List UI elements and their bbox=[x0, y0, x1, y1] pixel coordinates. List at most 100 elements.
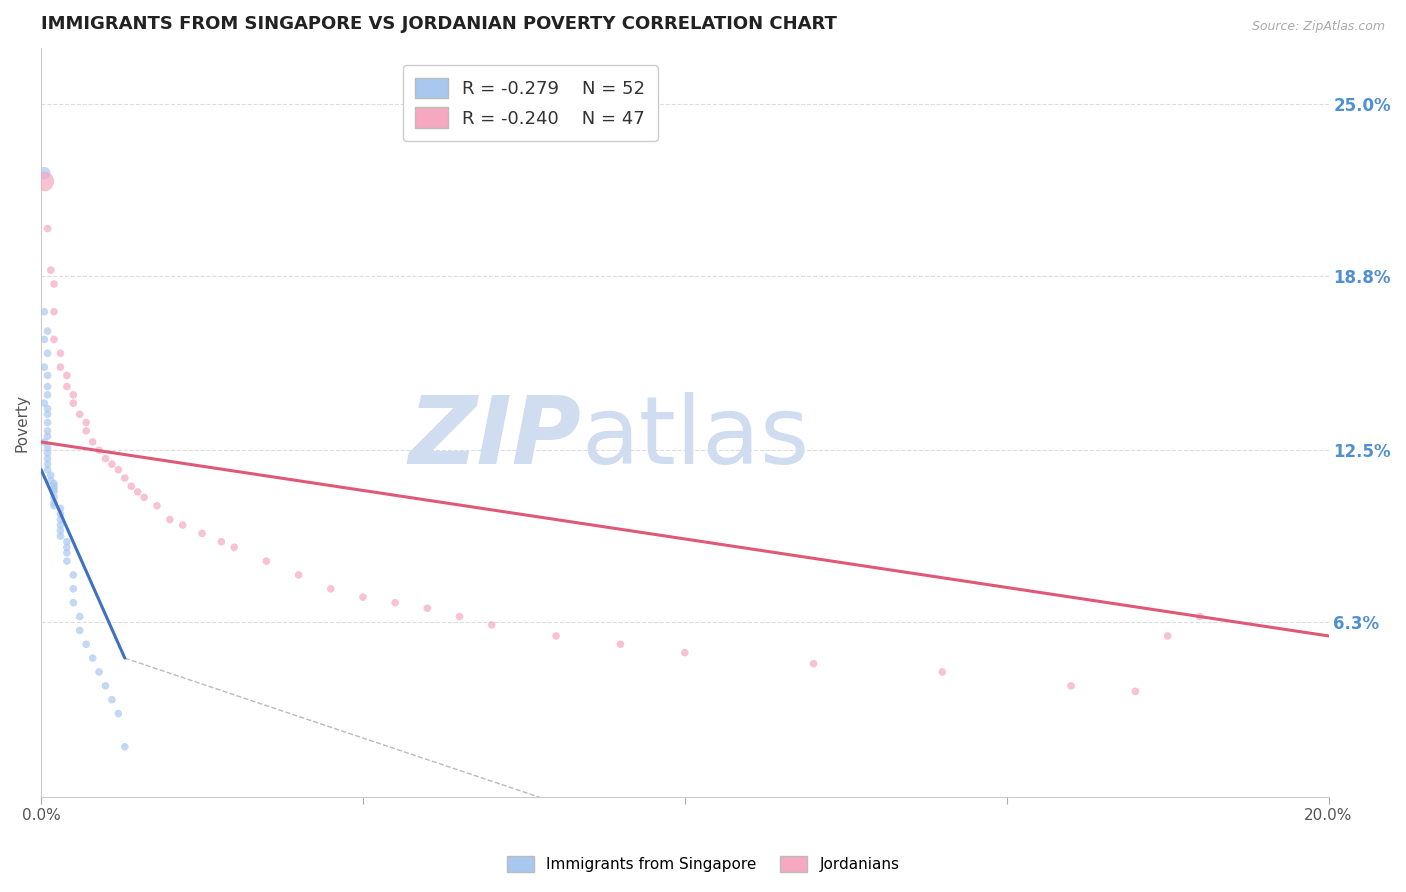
Point bbox=[803, 657, 825, 671]
Point bbox=[34, 304, 56, 318]
Point bbox=[56, 554, 79, 568]
Point bbox=[39, 474, 62, 488]
Point bbox=[34, 333, 56, 347]
Point bbox=[49, 507, 72, 521]
Point bbox=[544, 629, 567, 643]
Point bbox=[49, 524, 72, 538]
Point bbox=[101, 692, 124, 706]
Point bbox=[34, 396, 56, 410]
Point bbox=[37, 463, 59, 477]
Text: atlas: atlas bbox=[582, 392, 810, 483]
Text: ZIP: ZIP bbox=[409, 392, 582, 483]
Point bbox=[416, 601, 439, 615]
Text: IMMIGRANTS FROM SINGAPORE VS JORDANIAN POVERTY CORRELATION CHART: IMMIGRANTS FROM SINGAPORE VS JORDANIAN P… bbox=[41, 15, 837, 33]
Point bbox=[42, 476, 65, 491]
Point bbox=[69, 407, 91, 421]
Point bbox=[37, 401, 59, 416]
Point bbox=[37, 441, 59, 455]
Point bbox=[94, 679, 117, 693]
Legend: Immigrants from Singapore, Jordanians: Immigrants from Singapore, Jordanians bbox=[499, 848, 907, 880]
Point bbox=[319, 582, 342, 596]
Point bbox=[37, 379, 59, 393]
Point bbox=[146, 499, 169, 513]
Point bbox=[49, 501, 72, 516]
Point bbox=[352, 590, 374, 604]
Point bbox=[42, 479, 65, 493]
Point bbox=[56, 541, 79, 555]
Point bbox=[127, 484, 149, 499]
Point bbox=[49, 529, 72, 543]
Point bbox=[673, 646, 696, 660]
Point bbox=[39, 468, 62, 483]
Point bbox=[94, 451, 117, 466]
Point bbox=[75, 424, 97, 438]
Point bbox=[107, 706, 129, 721]
Point bbox=[56, 368, 79, 383]
Point bbox=[62, 596, 84, 610]
Point bbox=[49, 346, 72, 360]
Point bbox=[114, 471, 136, 485]
Point bbox=[69, 624, 91, 638]
Point bbox=[37, 324, 59, 338]
Point bbox=[56, 546, 79, 560]
Point bbox=[159, 512, 181, 526]
Point bbox=[34, 360, 56, 375]
Point bbox=[49, 512, 72, 526]
Point bbox=[37, 388, 59, 402]
Point bbox=[609, 637, 631, 651]
Point bbox=[254, 554, 277, 568]
Point bbox=[1060, 679, 1083, 693]
Point bbox=[114, 739, 136, 754]
Point bbox=[87, 665, 110, 679]
Point bbox=[49, 518, 72, 533]
Point bbox=[1156, 629, 1178, 643]
Point bbox=[42, 277, 65, 291]
Point bbox=[75, 416, 97, 430]
Point bbox=[37, 429, 59, 443]
Point bbox=[42, 499, 65, 513]
Point bbox=[42, 304, 65, 318]
Point bbox=[481, 618, 503, 632]
Point bbox=[449, 609, 471, 624]
Point bbox=[39, 263, 62, 277]
Point bbox=[107, 463, 129, 477]
Point bbox=[191, 526, 214, 541]
Point bbox=[37, 368, 59, 383]
Point bbox=[1188, 609, 1211, 624]
Point bbox=[931, 665, 953, 679]
Point bbox=[120, 479, 142, 493]
Point bbox=[37, 416, 59, 430]
Point bbox=[56, 379, 79, 393]
Point bbox=[82, 434, 104, 449]
Point bbox=[37, 407, 59, 421]
Point bbox=[69, 609, 91, 624]
Point bbox=[62, 568, 84, 582]
Point bbox=[101, 457, 124, 471]
Point bbox=[37, 424, 59, 438]
Point bbox=[37, 221, 59, 235]
Point bbox=[62, 388, 84, 402]
Point bbox=[209, 534, 232, 549]
Point bbox=[87, 443, 110, 458]
Point bbox=[62, 396, 84, 410]
Point bbox=[42, 484, 65, 499]
Point bbox=[34, 434, 56, 449]
Point bbox=[56, 534, 79, 549]
Point bbox=[384, 596, 406, 610]
Point bbox=[34, 174, 56, 188]
Point bbox=[42, 496, 65, 510]
Point bbox=[82, 651, 104, 665]
Point bbox=[42, 491, 65, 505]
Point bbox=[42, 333, 65, 347]
Point bbox=[37, 457, 59, 471]
Y-axis label: Poverty: Poverty bbox=[15, 393, 30, 451]
Point bbox=[34, 166, 56, 180]
Point bbox=[75, 637, 97, 651]
Point bbox=[132, 491, 155, 505]
Point bbox=[49, 360, 72, 375]
Legend: R = -0.279    N = 52, R = -0.240    N = 47: R = -0.279 N = 52, R = -0.240 N = 47 bbox=[402, 65, 658, 141]
Point bbox=[287, 568, 309, 582]
Point bbox=[37, 451, 59, 466]
Point bbox=[224, 541, 246, 555]
Point bbox=[1125, 684, 1147, 698]
